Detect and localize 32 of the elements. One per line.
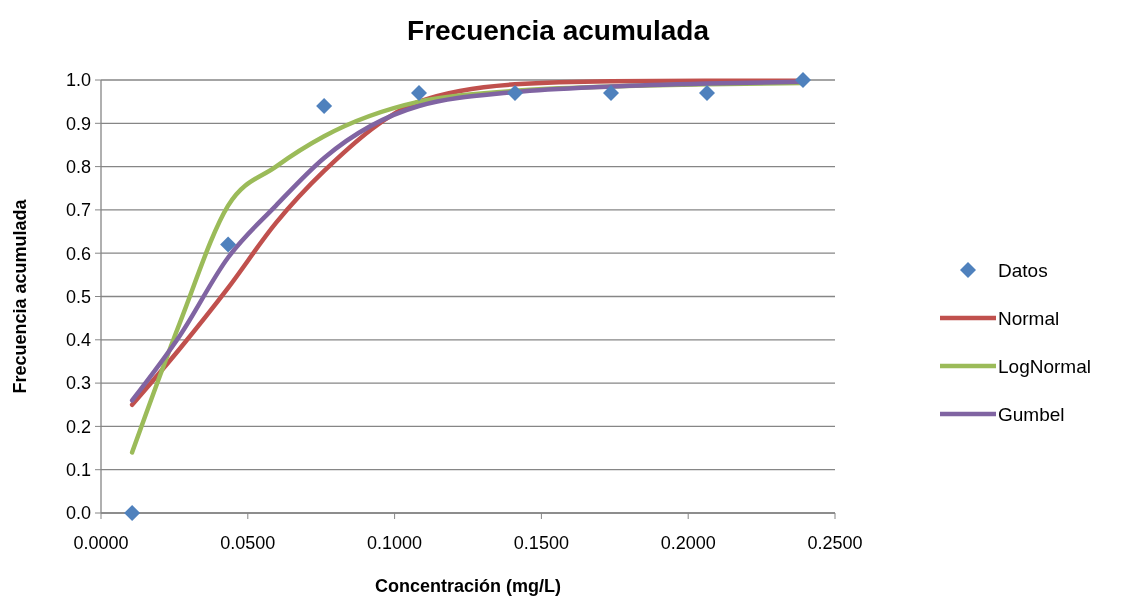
point	[698, 84, 715, 101]
x-tick-label: 0.2500	[807, 533, 863, 553]
legend-label: LogNormal	[998, 355, 1091, 377]
point	[220, 236, 237, 253]
x-tick-label: 0.2000	[660, 533, 716, 553]
y-tick-label: 0.8	[65, 156, 91, 177]
y-tick-label: 0.5	[65, 286, 91, 307]
x-tick-label: 0.0500	[220, 533, 276, 553]
point	[316, 97, 333, 114]
legend-label: Normal	[998, 307, 1060, 329]
legend-label: Datos	[998, 259, 1048, 281]
x-tick-label: 0.1500	[513, 533, 569, 553]
chart-title: Frecuencia acumulada	[407, 15, 710, 46]
legend-label: Gumbel	[998, 403, 1065, 425]
y-tick-label: 0.7	[65, 200, 91, 221]
point	[602, 84, 619, 101]
y-tick-label: 1.0	[65, 70, 91, 91]
point	[795, 72, 811, 88]
point	[506, 84, 523, 101]
x-axis-title: Concentración (mg/L)	[374, 576, 562, 596]
y-tick-label: 0.4	[65, 330, 91, 351]
y-tick-label: 0.6	[65, 243, 91, 264]
x-tick-label: 0.1000	[367, 533, 423, 553]
y-tick-label: 0.0	[65, 503, 91, 524]
y-tick-label: 0.1	[65, 460, 91, 480]
y-tick-label: 0.2	[65, 416, 91, 437]
y-tick-label: 0.9	[65, 113, 91, 134]
y-axis-title: Frecuencia acumulada	[10, 198, 30, 394]
x-tick-label: 0.0000	[73, 533, 129, 553]
point	[410, 84, 427, 101]
point	[124, 505, 141, 521]
y-tick-label: 0.3	[65, 373, 91, 394]
